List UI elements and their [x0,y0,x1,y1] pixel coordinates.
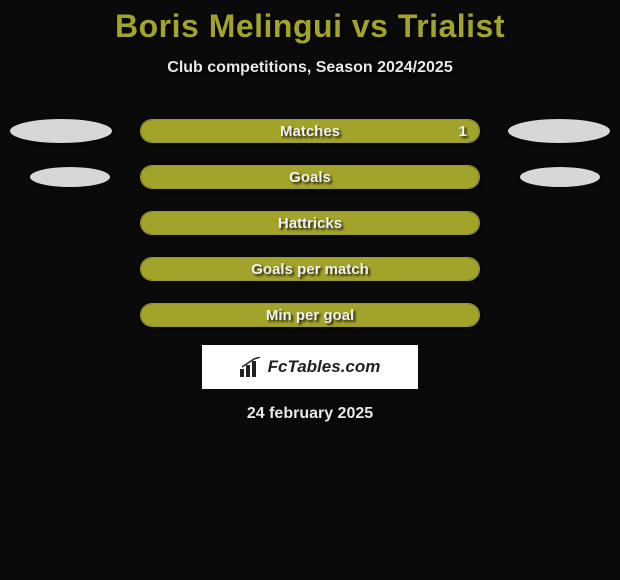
bars-chart-icon [240,357,262,377]
metric-bar: Goals per match [140,257,480,281]
player2-marker [508,119,610,143]
metric-label: Min per goal [141,304,479,326]
brand-text: FcTables.com [268,357,381,377]
metric-row-goals-per-match: Goals per match [0,257,620,281]
snapshot-date: 24 february 2025 [0,405,620,423]
metric-rows: Matches 1 Goals Hattricks G [0,119,620,327]
metric-bar: Min per goal [140,303,480,327]
metric-label: Hattricks [141,212,479,234]
metric-row-goals: Goals [0,165,620,189]
metric-value: 1 [459,120,467,142]
comparison-title: Boris Melingui vs Trialist [0,8,620,45]
metric-row-min-per-goal: Min per goal [0,303,620,327]
comparison-subtitle: Club competitions, Season 2024/2025 [0,59,620,77]
metric-row-hattricks: Hattricks [0,211,620,235]
player1-marker [10,119,112,143]
player1-marker [30,167,110,187]
metric-bar: Hattricks [140,211,480,235]
metric-label: Matches [141,120,479,142]
player2-marker [520,167,600,187]
brand-box: FcTables.com [202,345,418,389]
metric-bar: Matches 1 [140,119,480,143]
metric-label: Goals [141,166,479,188]
metric-label: Goals per match [141,258,479,280]
metric-bar: Goals [140,165,480,189]
metric-row-matches: Matches 1 [0,119,620,143]
